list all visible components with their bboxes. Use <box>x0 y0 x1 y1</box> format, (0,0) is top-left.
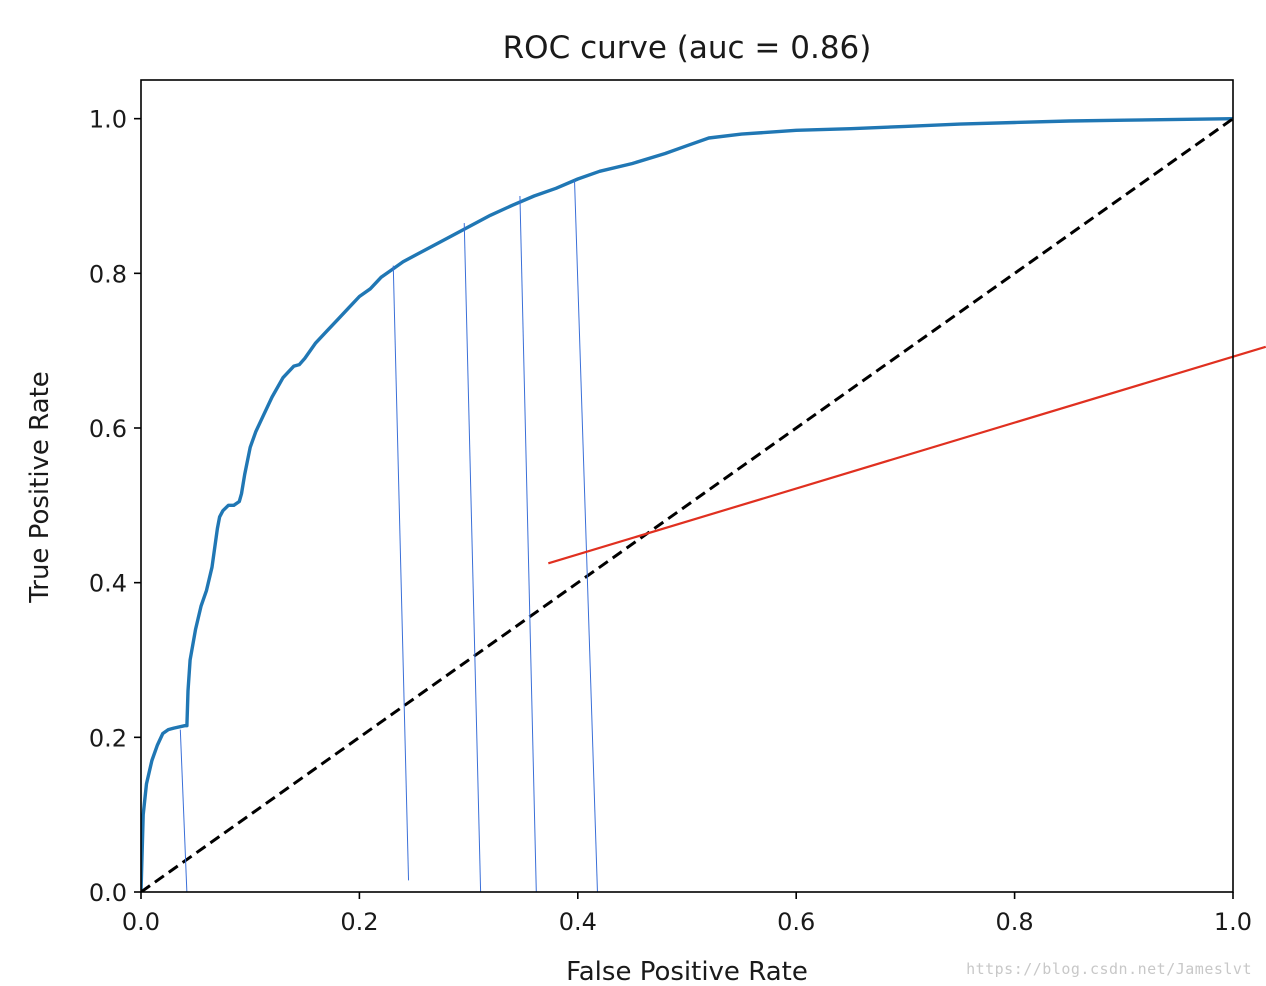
y-tick-label: 0.8 <box>89 260 127 288</box>
y-axis-label: True Positive Rate <box>25 371 55 604</box>
x-tick-label: 0.2 <box>340 908 378 936</box>
annotation-line-2 <box>392 265 410 881</box>
x-tick-label: 0.0 <box>122 908 160 936</box>
y-tick-label: 0.6 <box>89 415 127 443</box>
annotation-line-6 <box>547 345 1266 565</box>
annotation-line-5 <box>574 180 598 893</box>
annotation-line-4 <box>519 195 537 893</box>
annotation-line-3 <box>463 223 482 893</box>
x-tick-label: 1.0 <box>1214 908 1252 936</box>
x-tick-label: 0.4 <box>559 908 597 936</box>
y-tick-label: 1.0 <box>89 106 127 134</box>
y-tick-label: 0.2 <box>89 724 127 752</box>
roc-curve-line <box>141 117 1233 892</box>
annotation-line-1 <box>179 729 188 893</box>
plot-area <box>141 117 1266 893</box>
plot-frame <box>140 79 1234 893</box>
watermark-text: https://blog.csdn.net/Jameslvt <box>966 960 1252 978</box>
chart-title: ROC curve (auc = 0.86) <box>503 30 872 66</box>
y-tick-label: 0.4 <box>89 570 127 598</box>
chance-diagonal-line <box>141 117 1233 892</box>
x-axis-label: False Positive Rate <box>566 957 808 986</box>
x-tick-label: 0.8 <box>996 908 1034 936</box>
y-tick-label: 0.0 <box>89 879 127 907</box>
x-tick-label: 0.6 <box>777 908 815 936</box>
axes-ticks: 0.0 0.2 0.4 0.6 0.8 1.0 0.0 0.2 0.4 0.6 0.8 1.0 <box>89 106 1252 936</box>
